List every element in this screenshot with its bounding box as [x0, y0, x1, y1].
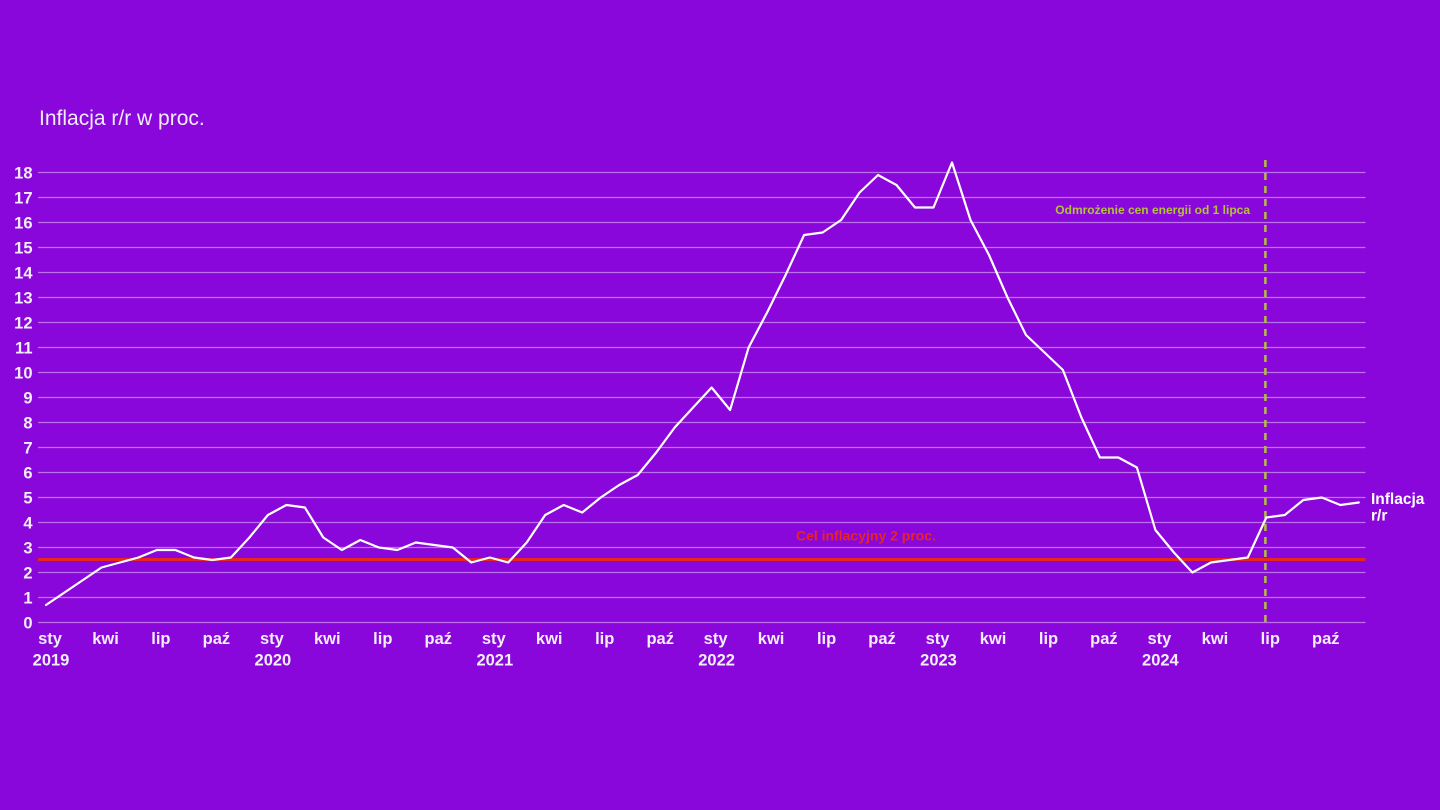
svg-text:kwi: kwi: [1202, 630, 1229, 648]
svg-text:2: 2: [23, 564, 32, 582]
svg-text:15: 15: [14, 239, 32, 257]
svg-text:10: 10: [14, 364, 32, 382]
svg-text:Inflacja: Inflacja: [1371, 491, 1425, 508]
svg-text:paź: paź: [425, 630, 453, 648]
svg-text:lip: lip: [595, 630, 614, 648]
svg-text:6: 6: [23, 464, 32, 482]
svg-text:paź: paź: [646, 630, 674, 648]
svg-text:16: 16: [14, 214, 32, 232]
svg-text:kwi: kwi: [980, 630, 1007, 648]
svg-text:2024: 2024: [1142, 652, 1180, 670]
svg-text:13: 13: [14, 289, 32, 307]
svg-text:12: 12: [14, 314, 32, 332]
svg-text:paź: paź: [1090, 630, 1118, 648]
svg-text:kwi: kwi: [536, 630, 563, 648]
svg-text:14: 14: [14, 264, 33, 282]
svg-text:r/r: r/r: [1371, 508, 1387, 525]
svg-text:4: 4: [23, 514, 33, 532]
svg-text:kwi: kwi: [314, 630, 341, 648]
svg-text:sty: sty: [38, 630, 63, 648]
svg-text:0: 0: [23, 614, 32, 632]
svg-text:2019: 2019: [33, 652, 70, 670]
svg-text:2021: 2021: [476, 652, 513, 670]
svg-text:lip: lip: [373, 630, 392, 648]
svg-text:lip: lip: [817, 630, 836, 648]
svg-text:5: 5: [23, 489, 32, 507]
svg-text:Odmrożenie cen energii od 1 li: Odmrożenie cen energii od 1 lipca: [1055, 203, 1250, 217]
svg-text:Cel inflacyjny 2 proc.: Cel inflacyjny 2 proc.: [796, 528, 936, 544]
svg-text:lip: lip: [1039, 630, 1058, 648]
svg-text:3: 3: [23, 539, 32, 557]
svg-text:18: 18: [14, 164, 32, 182]
svg-text:sty: sty: [926, 630, 951, 648]
svg-text:2023: 2023: [920, 652, 957, 670]
svg-text:2020: 2020: [255, 652, 292, 670]
svg-text:7: 7: [23, 439, 32, 457]
svg-text:paź: paź: [203, 630, 231, 648]
svg-text:lip: lip: [1261, 630, 1280, 648]
svg-text:1: 1: [23, 589, 32, 607]
svg-text:Inflacja r/r w proc.: Inflacja r/r w proc.: [39, 107, 205, 130]
svg-text:9: 9: [23, 389, 32, 407]
svg-text:sty: sty: [704, 630, 729, 648]
svg-text:paź: paź: [1312, 630, 1340, 648]
svg-text:8: 8: [23, 414, 32, 432]
svg-text:sty: sty: [1147, 630, 1172, 648]
svg-text:sty: sty: [260, 630, 285, 648]
svg-text:lip: lip: [151, 630, 170, 648]
svg-text:11: 11: [15, 339, 32, 357]
svg-text:sty: sty: [482, 630, 507, 648]
svg-text:kwi: kwi: [758, 630, 785, 648]
svg-text:kwi: kwi: [92, 630, 119, 648]
svg-text:paź: paź: [868, 630, 896, 648]
svg-text:2022: 2022: [698, 652, 735, 670]
svg-text:17: 17: [14, 189, 32, 207]
